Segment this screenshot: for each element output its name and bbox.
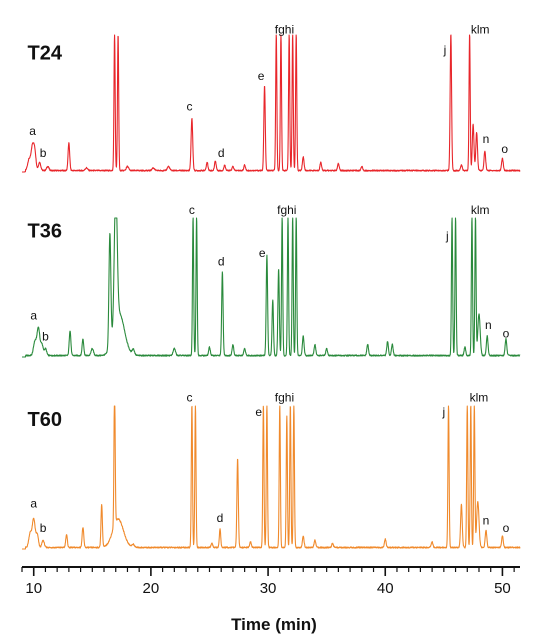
peak-label-t60-b: b	[40, 521, 47, 535]
peak-label-t36-j: j	[445, 229, 449, 243]
trace-name-t24: T24	[28, 43, 63, 65]
peak-label-t60-klm: klm	[470, 391, 489, 405]
peak-label-t24-c: c	[187, 99, 193, 113]
peak-label-t36-n: n	[485, 318, 492, 332]
peak-label-t60-d: d	[217, 511, 224, 525]
peak-label-t24-o: o	[501, 142, 508, 156]
peak-label-t36-a: a	[30, 308, 37, 322]
peak-label-t24-d: d	[218, 146, 225, 160]
peak-label-t36-fghi: fghi	[277, 203, 296, 217]
x-axis-ticks: 10 20 30 40 50	[21, 567, 515, 597]
trace-name-t60: T60	[28, 409, 62, 431]
series-line-t60	[21, 405, 521, 550]
peak-label-t36-d: d	[218, 254, 225, 268]
peak-label-t24-fghi: fghi	[275, 23, 294, 37]
peak-label-t36-c: c	[189, 203, 195, 217]
x-axis: 10 20 30 40 50 Time (min)	[21, 566, 520, 634]
tick-label-30: 30	[260, 580, 277, 597]
peak-label-t60-e: e	[255, 405, 262, 419]
peak-label-t36-klm: klm	[471, 203, 490, 217]
peak-label-t36-o: o	[503, 327, 510, 341]
peak-label-t24-klm: klm	[471, 23, 490, 37]
peak-label-t24-a: a	[29, 124, 36, 138]
trace-t24: T24 ab c d e fghi j klm no	[21, 23, 521, 173]
tick-label-40: 40	[377, 580, 394, 597]
series-line-t24	[21, 34, 521, 173]
peak-label-t24-e: e	[258, 69, 265, 83]
peak-label-t36-e: e	[259, 246, 266, 260]
peak-label-t24-j: j	[443, 43, 447, 57]
tick-label-50: 50	[494, 580, 511, 597]
trace-t36: T36 ab c d e fghi j klm no	[21, 203, 521, 358]
peak-label-t60-a: a	[30, 497, 37, 511]
peak-label-t24-n: n	[483, 132, 490, 146]
peak-label-t60-o: o	[503, 521, 510, 535]
traces-layer: T24abcdefghijklmnoT36abcdefghijklmnoT60a…	[21, 23, 521, 550]
peak-label-t24-b: b	[40, 146, 47, 160]
peak-label-t60-n: n	[483, 514, 490, 528]
trace-name-t36: T36	[28, 220, 62, 242]
peak-label-t60-c: c	[187, 391, 193, 405]
x-axis-title: Time (min)	[231, 615, 317, 634]
peak-label-t36-b: b	[42, 329, 49, 343]
peak-label-t60-j: j	[441, 405, 445, 419]
peak-label-t60-fghi: fghi	[275, 391, 294, 405]
tick-label-10: 10	[25, 580, 42, 597]
tick-label-20: 20	[143, 580, 160, 597]
series-line-t36	[21, 217, 521, 358]
